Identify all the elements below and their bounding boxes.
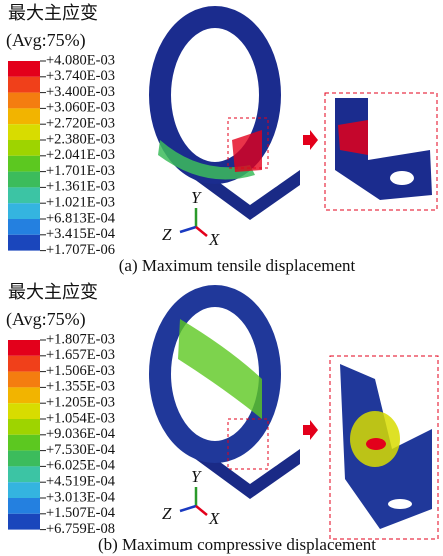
legend-label: +1.205E-03 — [46, 395, 115, 411]
legend-label: +1.506E-03 — [46, 363, 115, 379]
legend-label: +1.361E-03 — [46, 179, 115, 195]
legend-label: +3.740E-03 — [46, 68, 115, 84]
legend-label: +2.720E-03 — [46, 116, 115, 132]
legend-swatch — [8, 498, 40, 514]
legend-swatch — [8, 124, 40, 140]
legend-label: +3.415E-04 — [46, 226, 116, 242]
legend-swatch — [8, 77, 40, 93]
legend-swatch — [8, 482, 40, 498]
legend-swatch — [8, 514, 40, 530]
legend-label: +3.400E-03 — [46, 84, 115, 100]
legend-label: +4.080E-03 — [46, 52, 115, 68]
legend-swatch — [8, 403, 40, 419]
legend-swatch — [8, 466, 40, 482]
legend-label: +1.701E-03 — [46, 163, 115, 179]
zoom-hole — [388, 499, 412, 509]
legend-swatch — [8, 235, 40, 251]
legend-label: +2.380E-03 — [46, 131, 115, 147]
legend-swatch — [8, 219, 40, 235]
legend-label: +3.060E-03 — [46, 100, 115, 116]
zoom-arrow — [303, 130, 318, 150]
legend-swatch — [8, 172, 40, 188]
legend-subtitle: (Avg:75%) — [6, 309, 86, 330]
legend-label: +3.013E-04 — [46, 489, 116, 505]
strain-hot — [232, 130, 262, 172]
legend-subtitle: (Avg:75%) — [6, 30, 86, 51]
legend-label: +1.657E-03 — [46, 347, 115, 363]
legend-label: +7.530E-04 — [46, 442, 116, 458]
axis-label-x: X — [208, 509, 220, 528]
legend-swatch — [8, 340, 40, 356]
axis-label-x: X — [208, 230, 220, 249]
bolt-hole — [261, 457, 279, 467]
axis-z — [180, 227, 196, 232]
legend-label: +6.813E-04 — [46, 210, 116, 226]
strain-band — [178, 319, 262, 419]
axis-z — [180, 506, 196, 511]
panel: 最大主应变 (Avg:75%)+1.807E-03+1.657E-03+1.506… — [6, 282, 438, 554]
legend-label: +1.807E-03 — [46, 331, 115, 347]
axis-label-z: Z — [162, 504, 172, 523]
axis-label-y: Y — [191, 188, 202, 207]
legend-label: +1.021E-03 — [46, 195, 115, 211]
legend-swatch — [8, 203, 40, 219]
axis-label-y: Y — [191, 467, 202, 486]
legend-label: +2.041E-03 — [46, 147, 115, 163]
legend-label: +1.507E-04 — [46, 505, 116, 521]
legend-swatch — [8, 435, 40, 451]
legend-label: +9.036E-04 — [46, 426, 116, 442]
zoom-arrow — [303, 420, 318, 440]
caption: (a) Maximum tensile displacement — [119, 256, 356, 275]
axis-x — [196, 506, 207, 515]
legend-swatch — [8, 187, 40, 203]
axis-label-z: Z — [162, 225, 172, 244]
legend-label: +1.054E-03 — [46, 410, 115, 426]
legend-swatch — [8, 140, 40, 156]
legend-swatch — [8, 451, 40, 467]
legend-title: 最大主应变 — [8, 282, 98, 302]
legend-swatch — [8, 372, 40, 388]
legend-label: +6.025E-04 — [46, 458, 116, 474]
legend-title: 最大主应变 — [8, 3, 98, 23]
legend-label: +1.707E-06 — [46, 242, 115, 258]
panel: 最大主应变 (Avg:75%)+4.080E-03+3.740E-03+3.400… — [6, 3, 437, 275]
legend-swatch — [8, 93, 40, 109]
figure: 最大主应变(Avg:75%)+4.080E-03+3.740E-03+3.400… — [0, 0, 443, 556]
legend-swatch — [8, 356, 40, 372]
zoom-hot-core — [366, 438, 386, 450]
zoom-hot — [338, 120, 368, 155]
legend-swatch — [8, 419, 40, 435]
legend-label: +4.519E-04 — [46, 474, 116, 490]
legend-swatch — [8, 156, 40, 172]
legend-swatch — [8, 61, 40, 77]
caption: (b) Maximum compressive displacement — [98, 535, 376, 554]
legend-label: +1.355E-03 — [46, 379, 115, 395]
zoom-hole — [390, 171, 414, 185]
legend-swatch — [8, 387, 40, 403]
legend-swatch — [8, 108, 40, 124]
bolt-hole — [261, 178, 279, 188]
axis-x — [196, 227, 207, 236]
